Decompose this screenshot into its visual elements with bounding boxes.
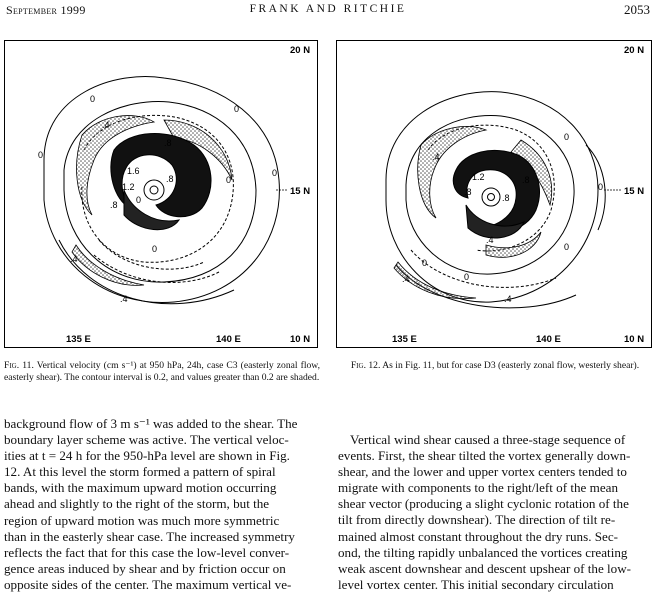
lat-label-bottom: 10 N	[290, 334, 310, 345]
text-line: region of upward motion was much more sy…	[4, 512, 280, 528]
lon-label-left: 135 E	[392, 334, 417, 345]
text-line: weak ascent downshear and descent upshea…	[338, 560, 632, 576]
text-line: reflects the fact that for this case the…	[4, 544, 290, 560]
contour-label: .8	[164, 138, 172, 148]
contour-label: .4	[120, 294, 128, 304]
text-line: shear vector (producing a slight cycloni…	[338, 496, 629, 512]
contour-label: .4	[432, 152, 440, 162]
contour-label: 0	[564, 132, 569, 142]
text-line: bands, with the maximum upward motion oc…	[4, 480, 277, 496]
contour-spiral	[58, 239, 235, 305]
caption-text: As in Fig. 11, but for case D3 (easterly…	[380, 360, 640, 371]
figure-11-caption: Fig. 11. Vertical velocity (cm s⁻¹) at 9…	[4, 360, 320, 383]
caption-text: Vertical velocity (cm s⁻¹) at 950 hPa, 2…	[4, 360, 321, 383]
text-line: level vortex center. This initial second…	[338, 576, 614, 592]
contour-label: .8	[464, 187, 472, 197]
header-authors: FRANK AND RITCHIE	[249, 3, 407, 15]
text-line: shear, and the lower and upper vortex ce…	[338, 464, 627, 480]
contour-label: 0	[564, 242, 569, 252]
text-line: events. First, the shear tilted the vort…	[338, 448, 631, 464]
contour-label: 1.6	[127, 166, 140, 176]
shaded-band	[417, 126, 488, 219]
contour-labels: 0 0 0 0 0 .4 .4 .4 .4 .8 .8 .8 1.2	[402, 132, 603, 304]
contour-label: 0	[90, 94, 95, 104]
contour-label: .4	[504, 294, 512, 304]
text-line: 12. At this level the storm formed a pat…	[4, 464, 276, 480]
page-number: 2053	[624, 2, 650, 17]
contour-labels: 0 0 0 0 0 0 0 .4 .4 .4 .8 .8 .8 1.2 1.6	[38, 94, 277, 304]
lat-label-bottom: 10 N	[624, 334, 644, 345]
text-line: tilt from directly downshear). The direc…	[338, 512, 616, 528]
contour-label: 0	[152, 244, 157, 254]
lon-label-right: 140 E	[216, 334, 241, 345]
lat-label-top: 20 N	[624, 45, 644, 56]
contour-label: 0	[422, 258, 427, 268]
text-line: ahead and slightly to the right of the s…	[4, 496, 270, 512]
contour-outer	[43, 76, 280, 303]
figure-11-map: 20 N 15 N 10 N 135 E 140 E 0 0 0 0 0 0 0…	[4, 40, 318, 348]
contour-label: 0	[272, 168, 277, 178]
contour-label: 1.2	[122, 182, 135, 192]
text-line: gence areas induced by shear and by fric…	[4, 560, 286, 576]
figure-12-caption: Fig. 12. As in Fig. 11, but for case D3 …	[338, 360, 652, 372]
text-line: Vertical wind shear caused a three-stage…	[350, 432, 626, 447]
text-line: migrate with components to the right/lef…	[338, 480, 618, 496]
text-line: ond, the tilting rapidly unbalanced the …	[338, 544, 628, 560]
left-column-text: background flow of 3 m s⁻¹ was added to …	[4, 416, 318, 593]
contour-label: 0	[38, 150, 43, 160]
contour-label: 0	[234, 104, 239, 114]
contour-label: 0	[226, 175, 231, 185]
contour-label: .4	[102, 120, 110, 130]
figure-12-map: 20 N 15 N 10 N 135 E 140 E 0 0 0 0 0 .4 …	[336, 40, 652, 348]
lat-label-mid: 15 N	[624, 186, 644, 197]
text-line: boundary layer scheme was active. The ve…	[4, 432, 289, 448]
text-line: opposite sides of the center. The maximu…	[4, 576, 292, 592]
contour-mid	[405, 115, 575, 275]
caption-label: Fig. 12.	[350, 360, 381, 371]
text-line: than in the easterly shear case. The inc…	[4, 528, 295, 544]
lat-label-top: 20 N	[290, 45, 310, 56]
contour-dashed	[81, 114, 234, 263]
text-line: background flow of 3 m s⁻¹ was added to …	[4, 416, 298, 431]
running-header: September 1999 FRANK AND RITCHIE 2053	[0, 0, 656, 20]
contour-label: 0	[136, 195, 141, 205]
header-date: September 1999	[6, 3, 86, 17]
contour-label: .4	[486, 235, 494, 245]
contour-label: .8	[502, 193, 510, 203]
lon-label-right: 140 E	[536, 334, 561, 345]
contour-label: 1.2	[472, 172, 485, 182]
lat-label-mid: 15 N	[290, 186, 310, 197]
shaded-band	[76, 115, 156, 216]
text-line: ities at t = 24 h for the 950-hPa level …	[4, 448, 290, 464]
contour-label: 0	[464, 272, 469, 282]
text-line: mained almost constant throughout the dr…	[338, 528, 619, 544]
contour-label: .8	[166, 174, 174, 184]
contour-outer	[385, 91, 599, 303]
caption-label: Fig. 11.	[4, 360, 34, 371]
contour-label: .8	[110, 200, 118, 210]
contour-label: .8	[522, 175, 530, 185]
contour-label: .4	[70, 254, 78, 264]
map-frame	[4, 40, 318, 348]
contour-label: .4	[402, 274, 410, 284]
right-column-text: Vertical wind shear caused a three-stage…	[338, 432, 654, 593]
lon-label-left: 135 E	[66, 334, 91, 345]
contour-mid	[63, 101, 257, 283]
map-frame	[336, 40, 652, 348]
contour-label: 0	[598, 182, 603, 192]
